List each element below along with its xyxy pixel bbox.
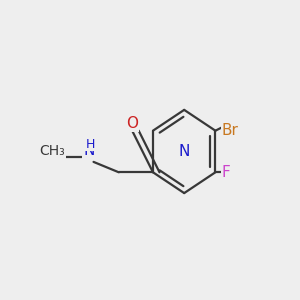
Text: H: H [85, 138, 94, 151]
Text: O: O [126, 116, 138, 131]
Text: F: F [221, 165, 230, 180]
Text: CH₃: CH₃ [40, 144, 65, 158]
Text: Br: Br [221, 123, 238, 138]
Text: N: N [178, 144, 190, 159]
Text: N: N [84, 143, 95, 158]
